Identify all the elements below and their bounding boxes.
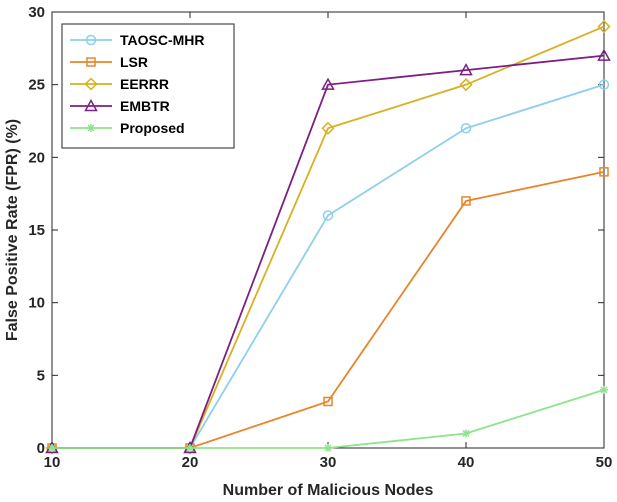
data-point	[86, 57, 96, 67]
y-tick-label: 25	[28, 77, 45, 94]
legend-label: EERRR	[120, 76, 169, 92]
data-point	[87, 124, 95, 132]
data-point	[459, 78, 473, 92]
x-axis-title: Number of Malicious Nodes	[223, 482, 434, 499]
data-point	[598, 79, 610, 90]
series-proposed	[48, 385, 608, 452]
legend-item: Proposed	[70, 120, 185, 136]
data-point	[461, 196, 471, 206]
series-layer	[45, 19, 611, 455]
data-point	[84, 77, 98, 91]
x-tick-label: 30	[320, 454, 337, 471]
y-axis-title: False Positive Rate (FPR) (%)	[4, 119, 21, 341]
data-point	[462, 429, 470, 438]
data-point	[322, 210, 334, 221]
data-point	[321, 77, 335, 90]
legend-label: LSR	[120, 54, 148, 70]
legend-label: Proposed	[120, 120, 185, 136]
data-point	[48, 444, 56, 452]
legend: TAOSC-MHR LSR EERRR EMBTR Proposed	[61, 23, 235, 149]
data-point	[599, 167, 609, 177]
legend-item: EERRR	[70, 76, 169, 92]
y-tick-label: 20	[28, 149, 45, 166]
legend-label: TAOSC-MHR	[120, 32, 205, 48]
x-tick-label: 40	[458, 454, 475, 471]
data-point	[84, 98, 98, 112]
axis-ticks: 0 5 10 15 20 25 30 10 20 30 40 50	[28, 4, 612, 471]
data-point	[186, 444, 194, 452]
data-point	[597, 19, 611, 34]
y-tick-label: 5	[37, 367, 45, 384]
data-point	[45, 441, 59, 455]
x-tick-label: 20	[182, 454, 199, 471]
y-tick-label: 30	[28, 4, 45, 21]
data-point	[600, 385, 608, 394]
data-point	[323, 396, 333, 407]
data-point	[183, 441, 197, 455]
y-tick-label: 10	[28, 295, 45, 312]
data-point	[460, 123, 472, 134]
x-tick-label: 10	[44, 454, 61, 471]
data-point	[85, 34, 97, 46]
data-point	[597, 48, 611, 61]
legend-item: EMBTR	[70, 98, 170, 114]
y-tick-label: 0	[37, 440, 45, 457]
legend-item: LSR	[70, 54, 148, 70]
data-point	[321, 121, 335, 135]
x-tick-label: 50	[596, 454, 613, 471]
data-point	[459, 63, 473, 76]
y-tick-label: 15	[28, 222, 45, 239]
legend-item: TAOSC-MHR	[70, 32, 205, 48]
data-point	[324, 444, 332, 452]
legend-label: EMBTR	[120, 98, 170, 114]
